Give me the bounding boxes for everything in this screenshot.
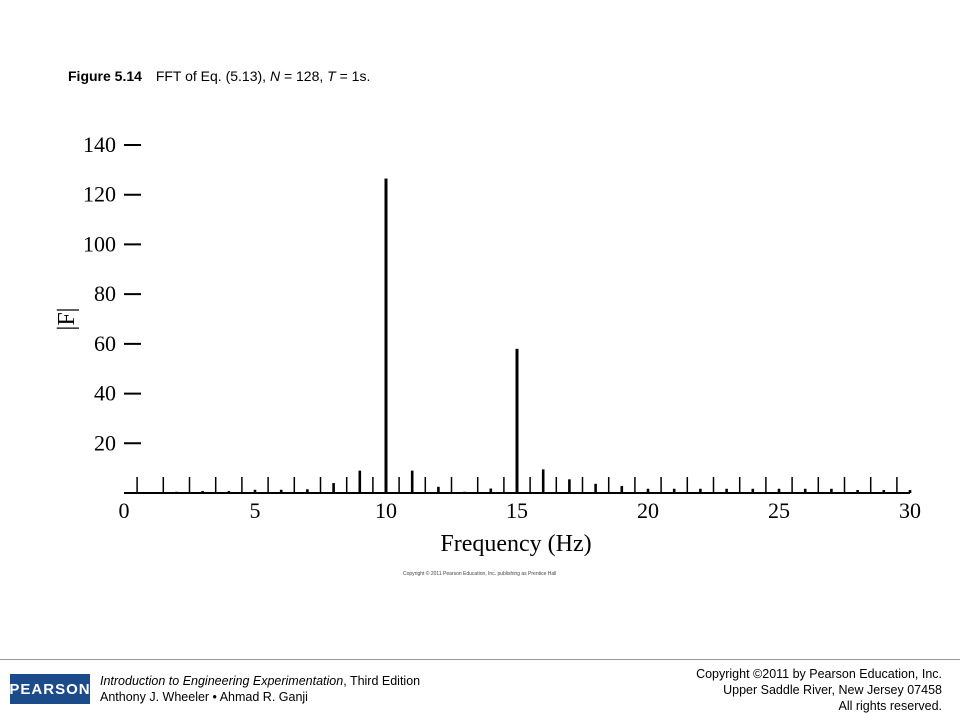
x-tick-label: 15 bbox=[506, 498, 528, 523]
copyright-line-1: Copyright ©2011 by Pearson Education, In… bbox=[696, 667, 942, 681]
spectrum-bar bbox=[856, 490, 859, 493]
chart-bars bbox=[148, 178, 912, 494]
spectrum-bar bbox=[620, 486, 624, 493]
spectrum-bar bbox=[568, 479, 571, 493]
y-tick-label: 40 bbox=[94, 381, 116, 406]
y-tick-label: 100 bbox=[83, 231, 116, 256]
spectrum-bar bbox=[463, 491, 466, 493]
copyright-line-2: Upper Saddle River, New Jersey 07458 bbox=[723, 683, 942, 697]
spectrum-bar bbox=[489, 488, 493, 493]
footer-divider bbox=[0, 659, 960, 660]
y-tick-label: 120 bbox=[83, 182, 116, 207]
spectrum-bar bbox=[358, 470, 362, 493]
copyright-line-3: All rights reserved. bbox=[838, 699, 942, 713]
book-info: Introduction to Engineering Experimentat… bbox=[100, 673, 420, 705]
spectrum-bar bbox=[882, 490, 886, 493]
spectrum-bar bbox=[777, 488, 781, 493]
spectrum-bar bbox=[253, 489, 257, 493]
caption-t-var: T bbox=[327, 68, 336, 84]
x-axis-title: Frequency (Hz) bbox=[440, 531, 591, 557]
y-tick-label: 60 bbox=[94, 331, 116, 356]
figure-label: Figure 5.14 bbox=[68, 68, 142, 84]
x-tick-label: 30 bbox=[899, 498, 921, 523]
y-tick-label: 80 bbox=[94, 281, 116, 306]
caption-text-prefix: FFT of Eq. (5.13), bbox=[155, 68, 270, 84]
spectrum-bar bbox=[410, 470, 414, 493]
caption-t-value: = 1s. bbox=[335, 68, 371, 84]
spectrum-bar bbox=[751, 488, 755, 493]
spectrum-bar bbox=[201, 491, 204, 493]
book-edition: , Third Edition bbox=[343, 674, 421, 688]
figure-caption: Figure 5.14 FFT of Eq. (5.13), N = 128, … bbox=[68, 68, 370, 84]
copyright-block: Copyright ©2011 by Pearson Education, In… bbox=[696, 666, 942, 714]
spectrum-bar bbox=[306, 489, 309, 493]
spectrum-bar bbox=[175, 491, 178, 493]
spectrum-bar bbox=[541, 469, 545, 493]
x-tick-label: 10 bbox=[375, 498, 397, 523]
chart-ticks: 20 40 60 80 100 120 140 0 5 10 15 20 25 30 bbox=[83, 132, 921, 523]
fft-chart: 20 40 60 80 100 120 140 0 5 10 15 20 25 30 Frequency … bbox=[54, 132, 921, 557]
book-authors: Anthony J. Wheeler • Ahmad R. Ganji bbox=[100, 690, 308, 704]
y-axis-title: |F| bbox=[54, 308, 80, 331]
spectrum-bar bbox=[384, 178, 388, 494]
book-title-line: Introduction to Engineering Experimentat… bbox=[100, 673, 420, 689]
x-tick-label: 20 bbox=[637, 498, 659, 523]
pearson-logo: PEARSON bbox=[9, 674, 90, 704]
spectrum-bar bbox=[646, 488, 650, 493]
small-copyright: Copyright © 2011 Pearson Education, Inc.… bbox=[403, 571, 557, 577]
spectrum-bar bbox=[332, 483, 335, 493]
x-tick-label: 5 bbox=[250, 498, 261, 523]
x-tick-label: 25 bbox=[768, 498, 790, 523]
spectrum-bar bbox=[594, 483, 597, 493]
book-title: Introduction to Engineering Experimentat… bbox=[100, 674, 344, 688]
spectrum-bar bbox=[437, 486, 440, 493]
spectrum-bar bbox=[803, 488, 807, 493]
y-tick-label: 140 bbox=[83, 132, 116, 157]
spectrum-bar bbox=[227, 491, 231, 493]
spectrum-bar bbox=[725, 488, 728, 493]
caption-n-var: N bbox=[269, 68, 281, 84]
y-tick-label: 20 bbox=[94, 430, 116, 455]
spectrum-bar bbox=[279, 489, 283, 493]
caption-n-value: = 128, bbox=[280, 68, 328, 84]
spectrum-bar bbox=[830, 488, 833, 493]
spectrum-bar bbox=[148, 492, 152, 493]
x-tick-label: 0 bbox=[119, 498, 130, 523]
spectrum-bar bbox=[672, 488, 676, 493]
spectrum-bar bbox=[515, 348, 519, 493]
spectrum-bar bbox=[699, 488, 702, 493]
spectrum-bar bbox=[908, 490, 912, 493]
